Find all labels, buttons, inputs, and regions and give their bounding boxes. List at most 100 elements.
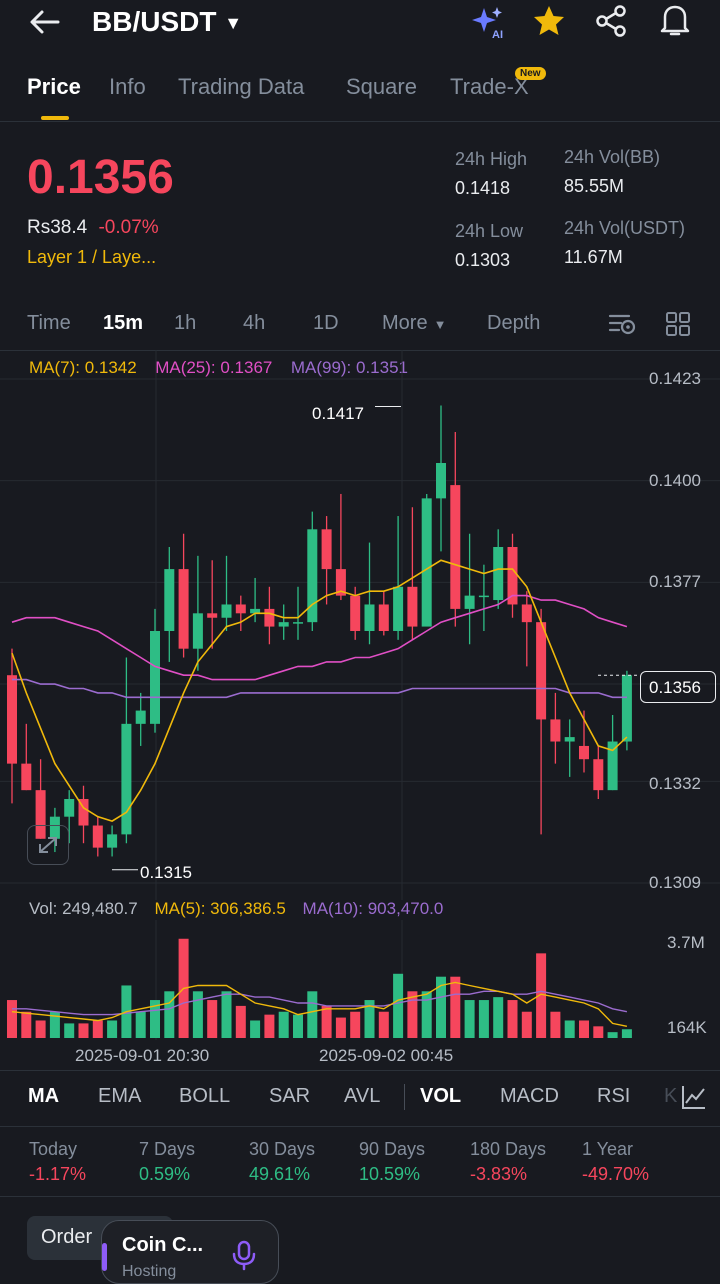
new-badge: New: [515, 67, 546, 80]
star-favorite-icon[interactable]: [531, 4, 567, 38]
timeframe-1d[interactable]: 1D: [313, 312, 339, 334]
time-axis-label: 2025-09-01 20:30: [75, 1046, 210, 1065]
timeframe-4h[interactable]: 4h: [243, 312, 266, 334]
candle-body: [364, 604, 375, 631]
high-annotation: 0.1417: [312, 404, 364, 423]
ma-legend: MA(7): 0.1342 MA(25): 0.1367 MA(99): 0.1…: [29, 358, 408, 378]
vol-bb-label: 24h Vol(BB): [564, 147, 661, 167]
candle-body: [178, 569, 189, 649]
tab-trading-data[interactable]: Trading Data: [178, 74, 305, 99]
volume-bar: [536, 953, 547, 1038]
candle-body: [278, 622, 289, 627]
volume-bar: [436, 976, 446, 1038]
timeframe-time[interactable]: Time: [27, 312, 71, 334]
back-arrow-icon[interactable]: [28, 8, 62, 36]
local-price: Rs38.4: [27, 217, 88, 238]
indicator-ma[interactable]: MA: [28, 1085, 60, 1107]
volume-bar: [593, 1026, 604, 1038]
indicator-chart-icon[interactable]: [680, 1083, 708, 1111]
perf-label-7d: 7 Days: [139, 1139, 196, 1159]
tab-square[interactable]: Square: [346, 74, 417, 99]
indicator-avl[interactable]: AVL: [344, 1085, 381, 1107]
share-icon[interactable]: [594, 4, 630, 38]
perf-label-1y: 1 Year: [582, 1139, 634, 1159]
vol-ma10-legend: MA(10): 903,470.0: [302, 899, 444, 918]
tab-price[interactable]: Price: [27, 74, 81, 99]
candle-body: [478, 595, 489, 598]
last-price: 0.1356: [27, 151, 174, 204]
perf-label-180d: 180 Days: [470, 1139, 547, 1159]
indicator-boll[interactable]: BOLL: [179, 1085, 231, 1107]
fullscreen-button[interactable]: [27, 825, 69, 865]
tab-trade-x[interactable]: Trade-X: [450, 74, 529, 99]
volume-bar: [335, 1017, 346, 1038]
candle-body: [35, 790, 46, 839]
volume-bar: [107, 1020, 118, 1038]
volume-bar: [221, 991, 232, 1038]
volume-bar: [278, 1011, 289, 1038]
pair-title[interactable]: BB/USDT ▼: [92, 6, 242, 38]
indicator-k[interactable]: K: [664, 1085, 678, 1107]
perf-value-90d: 10.59%: [359, 1164, 421, 1184]
perf-value-7d: 0.59%: [139, 1164, 191, 1184]
ma99-legend: MA(99): 0.1351: [290, 358, 409, 377]
perf-label-today: Today: [29, 1139, 78, 1159]
vol-ma5-line: [11, 981, 628, 1027]
volume-bar: [350, 1011, 361, 1038]
timeframe-more[interactable]: More ▼: [382, 312, 446, 335]
volume-bar: [521, 1011, 532, 1038]
candle-body: [579, 745, 589, 760]
vol-usdt-value: 11.67M: [564, 247, 623, 267]
bell-notification-icon[interactable]: [658, 2, 692, 38]
candlestick-chart[interactable]: [0, 340, 720, 900]
volume-bar: [21, 1011, 32, 1038]
candle-body: [593, 759, 604, 791]
candle-body: [550, 719, 561, 742]
chart-settings-icon[interactable]: [607, 310, 637, 338]
timeframe-depth[interactable]: Depth: [487, 312, 541, 334]
indicator-macd[interactable]: MACD: [500, 1085, 559, 1107]
volume-bar: [321, 1005, 332, 1038]
ai-sparkle-icon[interactable]: AI: [470, 4, 510, 40]
category-tag[interactable]: Layer 1 / Laye...: [27, 247, 157, 267]
candle-body: [250, 608, 261, 614]
high-value: 0.1418: [455, 178, 511, 198]
low-annotation: 0.1315: [140, 863, 192, 882]
volume-bar: [192, 991, 203, 1038]
volume-bar: [78, 1023, 89, 1038]
candle-body: [321, 529, 332, 570]
microphone-icon[interactable]: [228, 1239, 260, 1271]
indicator-sar[interactable]: SAR: [269, 1085, 311, 1107]
volume-bar: [564, 1020, 575, 1038]
volume-bar: [421, 991, 432, 1038]
candle-body: [436, 463, 446, 499]
vol-ma5-legend: MA(5): 306,386.5: [154, 899, 286, 918]
divider: [0, 350, 720, 351]
ma25-line: [11, 594, 628, 681]
indicator-rsi[interactable]: RSI: [597, 1085, 631, 1107]
timeframe-15m[interactable]: 15m: [103, 312, 144, 334]
divider: [0, 121, 720, 122]
tab-info[interactable]: Info: [109, 74, 146, 99]
low-value: 0.1303: [455, 250, 511, 270]
candle-body: [150, 631, 160, 724]
volume-bar: [7, 1000, 17, 1038]
perf-value-1y: -49.70%: [582, 1164, 650, 1184]
candle-body: [135, 710, 146, 724]
grid-layout-icon[interactable]: [665, 311, 693, 337]
candle-body: [107, 834, 118, 848]
candle-body: [621, 675, 632, 742]
divider: [0, 1070, 720, 1071]
candle-body: [464, 595, 475, 609]
candle-body: [335, 569, 346, 596]
candle-body: [49, 816, 60, 839]
volume-chart[interactable]: [0, 920, 720, 1040]
volume-bar: [393, 973, 404, 1038]
indicator-ema[interactable]: EMA: [98, 1085, 142, 1107]
volume-bar: [49, 1011, 60, 1038]
indicator-divider: [404, 1084, 405, 1110]
candle-body: [92, 825, 103, 848]
coin-hosting-widget[interactable]: Coin C... Hosting: [101, 1220, 279, 1284]
indicator-vol[interactable]: VOL: [420, 1085, 462, 1107]
timeframe-1h[interactable]: 1h: [174, 312, 197, 334]
